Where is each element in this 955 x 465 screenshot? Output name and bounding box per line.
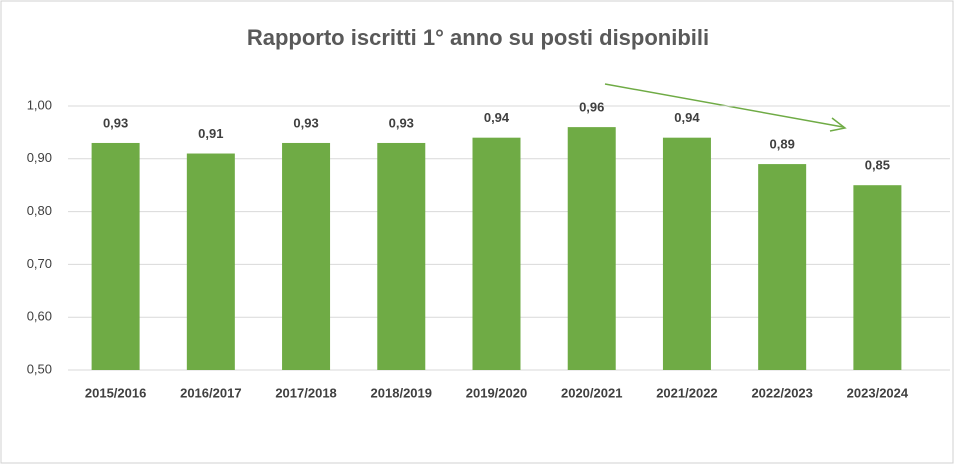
y-tick-label: 0,90 [27,150,52,165]
value-label: 0,93 [389,115,414,130]
bar [282,142,331,370]
bar [853,185,902,370]
bar [662,137,711,370]
trend-arrow-head [829,117,847,132]
x-tick-label: 2022/2023 [751,385,812,400]
value-label: 0,89 [770,137,795,152]
value-label: 0,91 [198,126,223,141]
x-tick-label: 2018/2019 [371,385,432,400]
value-label: 0,85 [865,158,890,173]
y-tick-label: 0,50 [27,361,52,376]
x-tick-label: 2017/2018 [275,385,336,400]
y-tick-label: 0,70 [27,256,52,271]
x-tick-label: 2019/2020 [466,385,527,400]
value-label: 0,93 [293,115,318,130]
chart-title: Rapporto iscritti 1° anno su posti dispo… [247,25,709,50]
value-label: 0,96 [579,100,604,115]
bar [472,137,521,370]
bar [91,142,140,370]
value-label: 0,93 [103,115,128,130]
x-tick-label: 2015/2016 [85,385,146,400]
value-label: 0,94 [674,110,700,125]
bar [758,164,807,370]
bar [186,153,235,370]
y-tick-label: 0,80 [27,203,52,218]
y-tick-label: 0,60 [27,309,52,324]
x-tick-label: 2016/2017 [180,385,241,400]
bar [377,142,426,370]
x-tick-label: 2021/2022 [656,385,717,400]
x-tick-label: 2020/2021 [561,385,622,400]
y-tick-label: 1,00 [27,97,52,112]
x-tick-label: 2023/2024 [847,385,909,400]
bar [567,127,616,371]
value-label: 0,94 [484,110,510,125]
